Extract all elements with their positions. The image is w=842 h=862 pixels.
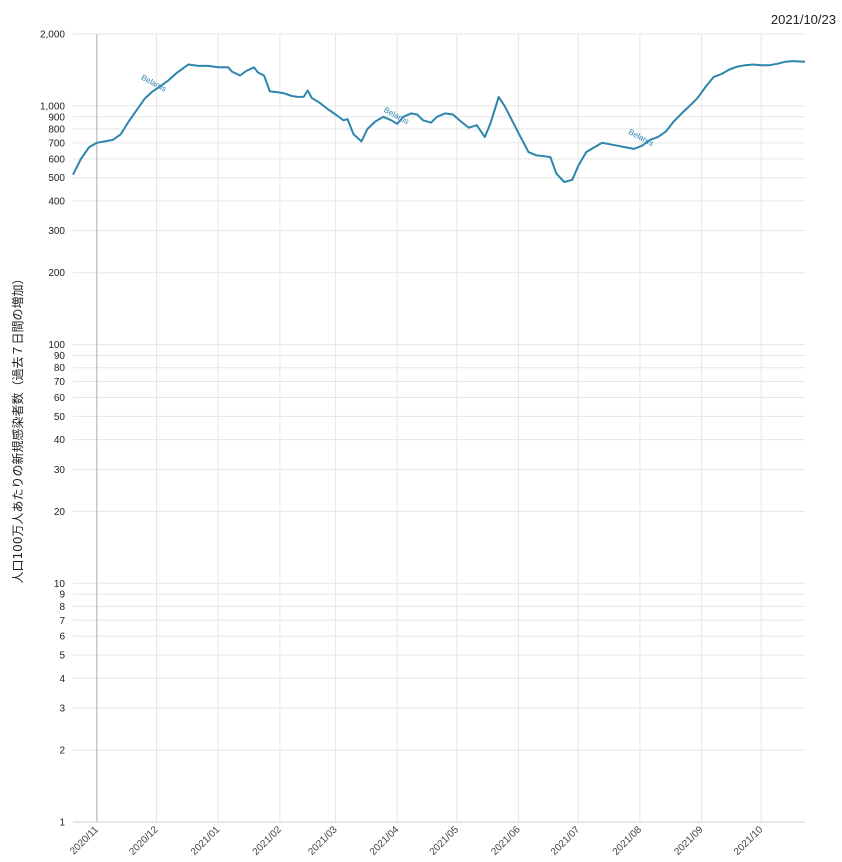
x-tick-label: 2021/06	[489, 824, 523, 858]
y-tick-label: 40	[54, 435, 66, 446]
y-tick-label: 700	[48, 138, 65, 149]
y-tick-label: 7	[59, 616, 65, 627]
y-tick-label: 900	[48, 112, 65, 123]
y-tick-label: 60	[54, 393, 66, 404]
y-tick-label: 70	[54, 377, 66, 388]
x-tick-label: 2020/11	[68, 824, 101, 857]
y-tick-label: 8	[59, 602, 65, 613]
y-tick-label: 600	[48, 154, 65, 165]
y-tick-label: 10	[54, 579, 66, 590]
y-tick-label: 50	[54, 412, 66, 423]
y-tick-label: 6	[59, 632, 65, 643]
y-tick-label: 80	[54, 363, 66, 374]
grid	[73, 33, 805, 823]
x-tick-label: 2021/07	[549, 824, 583, 858]
y-tick-label: 500	[48, 173, 65, 184]
y-tick-label: 200	[48, 268, 65, 279]
y-tick-label: 300	[48, 226, 65, 237]
y-tick-label: 9	[59, 590, 65, 601]
y-tick-label: 4	[59, 674, 65, 685]
y-tick-label: 5	[59, 651, 65, 662]
y-tick-label: 2	[59, 746, 65, 757]
x-tick-label: 2021/05	[428, 824, 462, 858]
x-tick-label: 2021/03	[306, 824, 340, 858]
x-tick-label: 2021/09	[672, 824, 706, 858]
y-tick-label: 1,000	[40, 101, 65, 112]
x-tick-label: 2020/12	[127, 824, 161, 858]
y-tick-label: 3	[59, 704, 65, 715]
chart-date: 2021/10/23	[770, 12, 836, 27]
y-tick-label: 100	[48, 340, 65, 351]
x-tick-label: 2021/08	[611, 824, 645, 858]
series-label: Belarus	[627, 127, 655, 148]
x-axis-ticks: 2020/11 2020/12 2021/01 2021/02 2021/03 2021/…	[68, 824, 765, 858]
y-tick-label: 2,000	[40, 30, 65, 41]
y-axis-label: 人口100万人あたりの新規感染者数（過去７日間の増加）	[10, 273, 25, 584]
x-tick-label: 2021/10	[732, 824, 766, 858]
y-tick-label: 800	[48, 124, 65, 135]
axes	[73, 34, 805, 823]
y-tick-label: 20	[54, 507, 66, 518]
y-tick-label: 30	[54, 465, 66, 476]
x-tick-label: 2021/01	[189, 824, 223, 858]
y-tick-label: 1	[59, 818, 65, 829]
x-tick-label: 2021/02	[251, 824, 285, 858]
x-tick-label: 2021/04	[368, 824, 402, 858]
y-tick-label: 90	[54, 351, 66, 362]
y-tick-label: 400	[48, 196, 65, 207]
series-line-belarus	[72, 60, 806, 183]
